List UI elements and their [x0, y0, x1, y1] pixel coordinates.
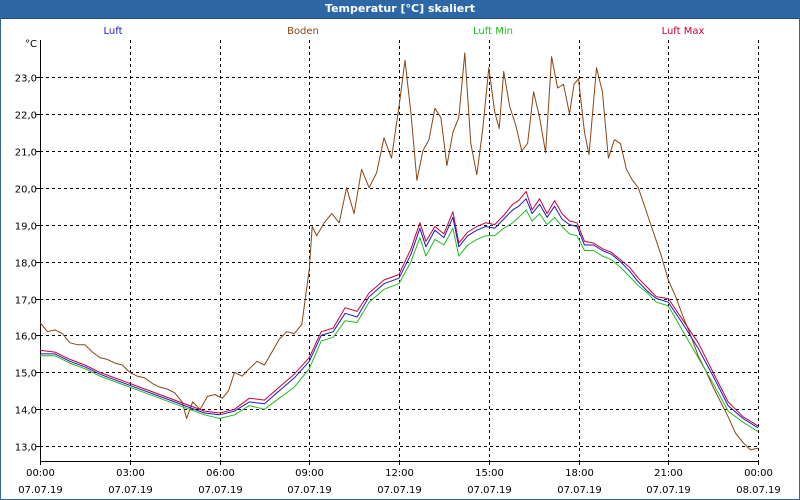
- x-tick-date-label: 07.07.19: [467, 485, 512, 496]
- legend: Luft Boden Luft Min Luft Max: [104, 26, 705, 37]
- x-tick-date-label: 07.07.19: [287, 485, 332, 496]
- y-tick-label: 19,0: [15, 222, 37, 233]
- x-tick-date-label: 07.07.19: [18, 485, 63, 496]
- tick-labels: 13,0 14,0 15,0 16,0 17,0 18,0 19,0 20,0 21,0 22,0…: [15, 39, 781, 496]
- axes: [36, 40, 759, 465]
- series-layer: [39, 52, 759, 451]
- series-line-luft-min: [40, 209, 759, 432]
- y-tick-label: 23,0: [15, 74, 37, 85]
- y-axis-unit-label: °C: [25, 39, 37, 50]
- grid: [40, 40, 759, 462]
- legend-item-boden: Boden: [287, 26, 319, 37]
- y-tick-label: 21,0: [15, 148, 37, 159]
- y-tick-label: 17,0: [15, 296, 37, 307]
- x-tick-date-label: 07.07.19: [108, 485, 153, 496]
- chart-title: Temperatur [°C] skaliert: [325, 2, 475, 15]
- x-tick-time-label: 00:00: [26, 468, 55, 479]
- x-tick-date-label: 07.07.19: [646, 485, 691, 496]
- x-tick-date-label: 07.07.19: [198, 485, 243, 496]
- temperature-chart: Luft Boden Luft Min Luft Max 13,0 14,0 15,0 16…: [15, 26, 781, 496]
- series-line-luft: [40, 198, 759, 429]
- x-tick-date-label: 07.07.19: [377, 485, 422, 496]
- legend-item-luft: Luft: [104, 26, 123, 37]
- y-tick-label: 15,0: [15, 369, 37, 380]
- y-tick-label: 22,0: [15, 111, 37, 122]
- y-tick-label: 14,0: [15, 406, 37, 417]
- chart-title-bar: Temperatur [°C] skaliert: [0, 0, 800, 19]
- y-tick-label: 18,0: [15, 259, 37, 270]
- y-tick-label: 13,0: [15, 443, 37, 454]
- legend-item-luft-min: Luft Min: [473, 26, 513, 37]
- x-tick-date-label: 08.07.19: [736, 485, 781, 496]
- x-tick-time-label: 15:00: [475, 468, 504, 479]
- y-tick-label: 20,0: [15, 185, 37, 196]
- x-tick-time-label: 18:00: [565, 468, 594, 479]
- x-tick-time-label: 06:00: [206, 468, 235, 479]
- x-tick-time-label: 09:00: [295, 468, 324, 479]
- series-line-boden: [39, 52, 759, 451]
- x-tick-time-label: 03:00: [116, 468, 145, 479]
- x-tick-time-label: 21:00: [654, 468, 683, 479]
- x-tick-time-label: 12:00: [385, 468, 414, 479]
- series-line-luft-max: [39, 190, 759, 427]
- x-tick-time-label: 00:00: [744, 468, 773, 479]
- legend-item-luft-max: Luft Max: [662, 26, 705, 37]
- y-tick-label: 16,0: [15, 332, 37, 343]
- x-tick-date-label: 07.07.19: [557, 485, 602, 496]
